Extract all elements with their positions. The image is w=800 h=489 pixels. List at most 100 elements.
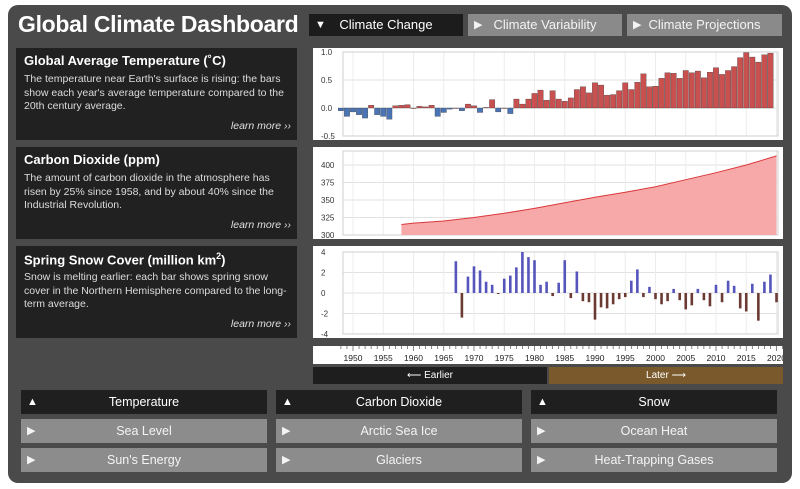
temperature-bar [634, 82, 641, 109]
triangle-right-icon: ▶ [27, 454, 36, 466]
learn-more-link[interactable]: learn more ›› [230, 120, 291, 132]
temperature-bar [767, 52, 774, 109]
temperature-bar [555, 98, 562, 109]
year-tick-label: 2020 [767, 353, 783, 363]
snow-bar [569, 293, 573, 299]
snow-bar [551, 293, 554, 297]
snow-bar [478, 270, 482, 293]
group-sea-level-button[interactable]: ▶ Sea Level [21, 419, 267, 443]
tab-climate-variability[interactable]: ▶ Climate Variability [468, 14, 622, 36]
year-tick-label: 2000 [646, 353, 665, 363]
temperature-bar [446, 107, 453, 110]
y-tick-label: 4 [321, 248, 326, 257]
later-button[interactable]: Later ⟶ [549, 367, 783, 384]
panel-title: Carbon Dioxide (ppm) [24, 152, 160, 167]
snow-bar [757, 293, 760, 321]
temperature-bar [567, 97, 574, 109]
snow-bar [678, 293, 681, 301]
snow-bar [533, 260, 536, 293]
year-axis: 1950 1955 1960 1965 1970 1975 1980 1985 1990 1995… [313, 346, 786, 364]
temperature-bar [471, 105, 477, 109]
year-tick-label: 1950 [344, 353, 363, 363]
group-label: Heat-Trapping Gases [594, 453, 714, 467]
year-tick-label: 1970 [465, 353, 484, 363]
temperature-bar [743, 52, 750, 109]
snow-bar [702, 293, 706, 301]
triangle-right-icon: ▶ [537, 454, 546, 466]
snow-bar [490, 284, 494, 293]
panel-title-text: Spring Snow Cover (million km [24, 252, 217, 268]
triangle-up-icon: ▲ [537, 396, 548, 408]
temperature-bar [543, 100, 550, 109]
tab-label: Climate Projections [648, 17, 761, 32]
earlier-button[interactable]: ⟵ Earlier [313, 367, 547, 384]
panel-description: The amount of carbon dioxide in the atmo… [24, 172, 274, 211]
year-tick-label: 1960 [404, 353, 423, 363]
temperature-bar [682, 70, 689, 109]
snow-bar [642, 293, 645, 298]
temperature-bar [749, 56, 756, 109]
temperature-bar [410, 107, 417, 109]
temperature-bar [719, 74, 725, 109]
temperature-bar [622, 82, 629, 109]
group-glaciers-button[interactable]: ▶ Glaciers [276, 448, 522, 472]
temperature-bar [507, 107, 514, 114]
co2-area [401, 155, 777, 235]
group-label: Arctic Sea Ice [360, 424, 438, 438]
snow-bar [605, 293, 609, 309]
snow-bar [744, 293, 748, 312]
group-label: Sun's Energy [107, 453, 181, 467]
year-tick-label: 1985 [555, 353, 574, 363]
temperature-bar [646, 86, 653, 109]
group-heat-trapping-gases-button[interactable]: ▶ Heat-Trapping Gases [531, 448, 777, 472]
group-carbon-dioxide-button[interactable]: ▲ Carbon Dioxide [276, 390, 522, 414]
group-suns-energy-button[interactable]: ▶ Sun's Energy [21, 448, 267, 472]
temperature-bar [374, 107, 381, 115]
year-tick-label: 1980 [525, 353, 544, 363]
temperature-bar [573, 89, 580, 109]
year-tick-label: 1995 [616, 353, 635, 363]
snow-bar [557, 282, 560, 293]
learn-more-link[interactable]: learn more ›› [230, 318, 291, 330]
temperature-bar [652, 86, 659, 109]
snow-bar [684, 293, 688, 310]
learn-more-link[interactable]: learn more ›› [230, 219, 291, 231]
plot-frame [342, 51, 779, 137]
group-label: Temperature [108, 395, 180, 409]
temperature-panel: Global Average Temperature (˚C) The temp… [16, 48, 297, 140]
panel-description: Snow is melting earlier: each bar shows … [24, 271, 287, 310]
tab-climate-projections[interactable]: ▶ Climate Projections [627, 14, 782, 36]
tab-climate-change[interactable]: ▼ Climate Change [309, 14, 463, 36]
snow-bar [690, 293, 694, 306]
y-tick-label: 325 [321, 214, 335, 223]
temperature-bar [495, 107, 502, 113]
temperature-bar [586, 92, 592, 109]
snow-bar [563, 260, 567, 293]
snow-bar [726, 280, 730, 293]
group-snow-button[interactable]: ▲ Snow [531, 390, 777, 414]
group-ocean-heat-button[interactable]: ▶ Ocean Heat [531, 419, 777, 443]
group-temperature-button[interactable]: ▲ Temperature [21, 390, 267, 414]
year-tick-label: 1955 [374, 353, 393, 363]
temperature-bar [561, 101, 568, 109]
temperature-bar [761, 54, 768, 109]
temperature-bar [707, 72, 713, 109]
triangle-right-icon: ▶ [537, 425, 546, 437]
temperature-bar [670, 73, 677, 109]
temperature-bar [513, 98, 520, 109]
co2-chart: 400 375 350 325 300 [313, 147, 783, 239]
snow-bar [630, 280, 633, 293]
temperature-bar [537, 89, 544, 109]
temperature-bar [428, 105, 435, 109]
temperature-bar [701, 77, 707, 109]
tab-label: Climate Change [339, 17, 433, 32]
temperature-bar [483, 107, 489, 109]
snow-bar [623, 293, 627, 298]
snow-bar [696, 288, 700, 293]
group-arctic-sea-ice-button[interactable]: ▶ Arctic Sea Ice [276, 419, 522, 443]
temperature-bar [525, 98, 532, 109]
tab-label: Climate Variability [493, 17, 597, 32]
temperature-bar [737, 57, 744, 109]
temperature-bar [628, 89, 635, 109]
triangle-up-icon: ▲ [27, 396, 38, 408]
